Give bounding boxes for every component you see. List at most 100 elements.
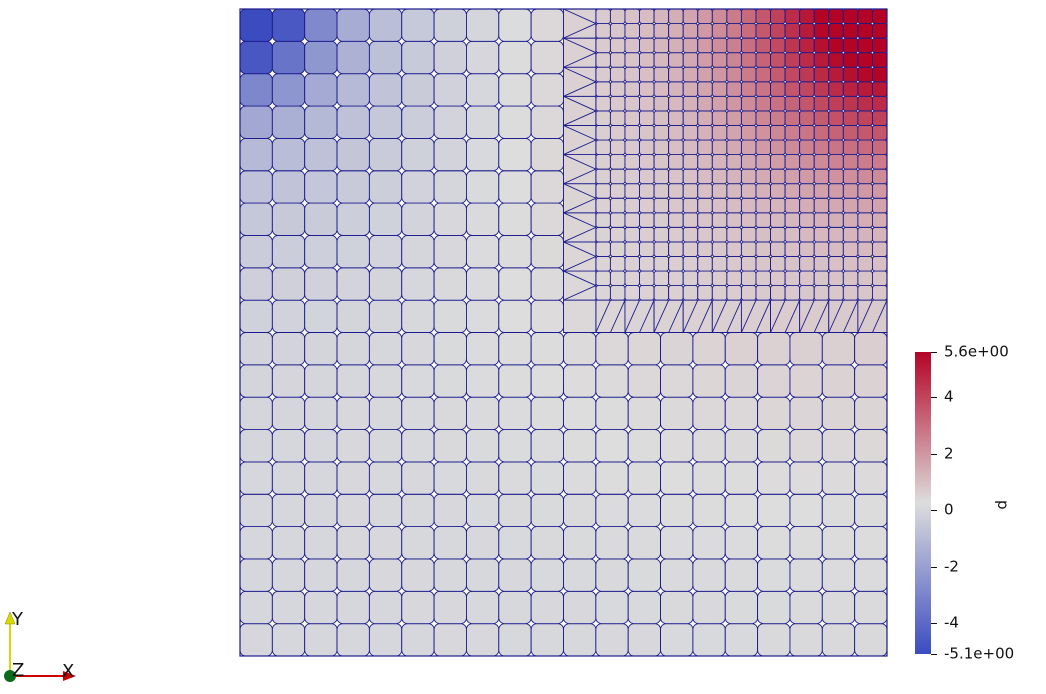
mesh-cell-fine (595, 256, 611, 272)
mesh-cell-fine (755, 95, 771, 112)
mesh-cell-fine (697, 110, 713, 126)
mesh-cell (433, 332, 467, 366)
mesh-cell-fine (799, 66, 815, 83)
mesh-cell-fine (668, 66, 684, 83)
mesh-cell-fine (857, 168, 873, 185)
mesh-cell-fine (813, 197, 830, 214)
mesh-cell-fine (609, 197, 626, 214)
mesh-cell-fine (770, 139, 786, 156)
mesh-cell (595, 461, 629, 495)
mesh-cell (433, 364, 467, 398)
mesh-cell-fine (653, 256, 670, 272)
mesh-cell (530, 73, 564, 107)
mesh-cell-fine (595, 212, 611, 228)
mesh-cell-fine (624, 139, 640, 156)
mesh-cell-fine (813, 256, 830, 272)
scalar-bar-tick-label-3: -2 (944, 557, 959, 575)
mesh-cell-fine (740, 197, 757, 214)
mesh-cell (563, 526, 597, 560)
scalar-bar-min-label: -5.1e+00 (944, 644, 1015, 663)
mesh-cell-fine (668, 226, 684, 243)
mesh-cell-fine (799, 154, 815, 170)
mesh-transition-cell (563, 66, 597, 97)
mesh-cell (692, 332, 726, 366)
mesh-edge (842, 299, 859, 333)
mesh-cell (401, 429, 435, 463)
mesh-cell-fine (828, 285, 844, 301)
mesh-cell-fine (668, 81, 684, 97)
mesh-cell-fine (624, 183, 640, 199)
mesh-cell (498, 234, 532, 269)
scalar-bar-tick-label-2: 0 (944, 500, 954, 519)
mesh-cell (466, 170, 500, 204)
mesh-cell-fine (755, 168, 771, 185)
mesh-cell-fine (682, 81, 699, 97)
mesh-cell-fine (842, 139, 859, 156)
mesh-cell (498, 267, 532, 301)
mesh-cell-fine (799, 125, 815, 141)
mesh-cell (627, 493, 662, 528)
mesh-cell-fine (842, 52, 859, 68)
mesh-transition-cell (595, 299, 626, 333)
mesh-cell (401, 461, 435, 495)
mesh-cell-fine (842, 285, 859, 301)
mesh-cell-fine (799, 52, 815, 68)
mesh-transition-cell (563, 183, 597, 214)
mesh-cell-fine (871, 285, 888, 301)
mesh-cell-fine (697, 81, 713, 97)
mesh-cell (627, 558, 662, 592)
mesh-edge (563, 52, 597, 68)
mesh-cell (239, 170, 273, 204)
mesh-cell (660, 558, 694, 592)
mesh-cell-fine (740, 168, 757, 185)
mesh-cell (368, 429, 403, 463)
mesh-cell-fine (784, 285, 801, 301)
mesh-cell (466, 234, 500, 269)
mesh-cell (336, 170, 370, 204)
mesh-edge (828, 299, 844, 333)
mesh-cell (692, 429, 726, 463)
mesh-cell (498, 299, 532, 333)
mesh-cell-fine (668, 256, 684, 272)
mesh-cell-fine (828, 37, 844, 54)
mesh-cell-fine (682, 285, 699, 301)
mesh-cell-fine (770, 197, 786, 214)
mesh-cell-fine (784, 8, 801, 25)
mesh-cell-fine (697, 168, 713, 185)
mesh-cell (530, 137, 564, 172)
mesh-cell (368, 623, 403, 657)
mesh-cell-fine (624, 212, 640, 228)
mesh-cell-fine (697, 125, 713, 141)
mesh-cell-fine (799, 110, 815, 126)
mesh-cell-fine (668, 154, 684, 170)
mesh-cell-fine (653, 125, 670, 141)
mesh-edge (563, 256, 597, 272)
orientation-axes[interactable]: Y X Z (0, 600, 90, 694)
mesh-cell-fine (726, 66, 742, 83)
mesh-cell-fine (770, 226, 786, 243)
mesh-cell-fine (609, 139, 626, 156)
mesh-cell (530, 396, 564, 431)
mesh-cell-fine (639, 226, 655, 243)
mesh-cell-fine (595, 241, 611, 257)
mesh-cell-fine (595, 183, 611, 199)
mesh-cell-fine (711, 256, 728, 272)
mesh-cell (401, 590, 435, 625)
mesh-cell (304, 202, 338, 236)
mesh-cell-fine (682, 37, 699, 54)
mesh-cell-fine (871, 95, 888, 112)
mesh-transition-cell (770, 299, 801, 333)
mesh-cell-fine (871, 212, 888, 228)
mesh-cell-fine (828, 226, 844, 243)
mesh-cell-fine (609, 285, 626, 301)
mesh-cell-fine (595, 81, 611, 97)
mesh-cell (595, 623, 629, 657)
mesh-cell-fine (740, 139, 757, 156)
mesh-cell-fine (784, 241, 801, 257)
scalar-bar-tick-label-0: 4 (944, 387, 954, 406)
mesh-cell (304, 461, 338, 495)
mesh-transition-cell (711, 299, 742, 333)
mesh-cell (466, 623, 500, 657)
